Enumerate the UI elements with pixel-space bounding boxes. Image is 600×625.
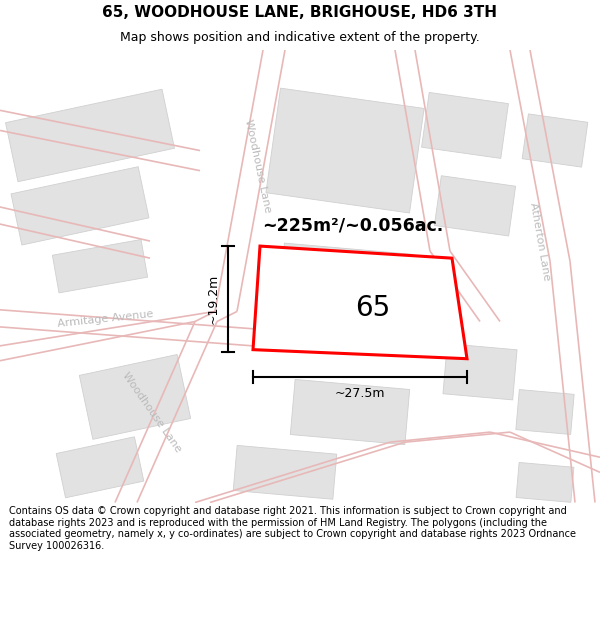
Polygon shape bbox=[422, 92, 508, 158]
Polygon shape bbox=[434, 176, 515, 236]
Text: Map shows position and indicative extent of the property.: Map shows position and indicative extent… bbox=[120, 31, 480, 44]
Text: ~225m²/~0.056ac.: ~225m²/~0.056ac. bbox=[262, 216, 443, 234]
Text: ~27.5m: ~27.5m bbox=[335, 387, 385, 400]
Polygon shape bbox=[516, 462, 574, 503]
Polygon shape bbox=[79, 354, 191, 439]
Polygon shape bbox=[516, 389, 574, 434]
Text: Woodhouse Lane: Woodhouse Lane bbox=[121, 370, 184, 454]
Polygon shape bbox=[276, 243, 414, 349]
Text: 65: 65 bbox=[355, 294, 391, 322]
Polygon shape bbox=[233, 446, 337, 499]
Text: Atherton Lane: Atherton Lane bbox=[528, 201, 552, 281]
Polygon shape bbox=[253, 246, 467, 359]
Polygon shape bbox=[11, 167, 149, 245]
Text: 65, WOODHOUSE LANE, BRIGHOUSE, HD6 3TH: 65, WOODHOUSE LANE, BRIGHOUSE, HD6 3TH bbox=[103, 5, 497, 20]
Text: Armitage Avenue: Armitage Avenue bbox=[56, 309, 154, 329]
Polygon shape bbox=[56, 437, 144, 498]
Polygon shape bbox=[443, 344, 517, 400]
Text: Woodhouse Lane: Woodhouse Lane bbox=[243, 118, 273, 213]
Polygon shape bbox=[52, 239, 148, 293]
Polygon shape bbox=[522, 114, 588, 167]
Polygon shape bbox=[5, 89, 175, 182]
Text: ~19.2m: ~19.2m bbox=[207, 274, 220, 324]
Polygon shape bbox=[290, 379, 410, 444]
Text: Contains OS data © Crown copyright and database right 2021. This information is : Contains OS data © Crown copyright and d… bbox=[9, 506, 576, 551]
Polygon shape bbox=[266, 88, 424, 213]
